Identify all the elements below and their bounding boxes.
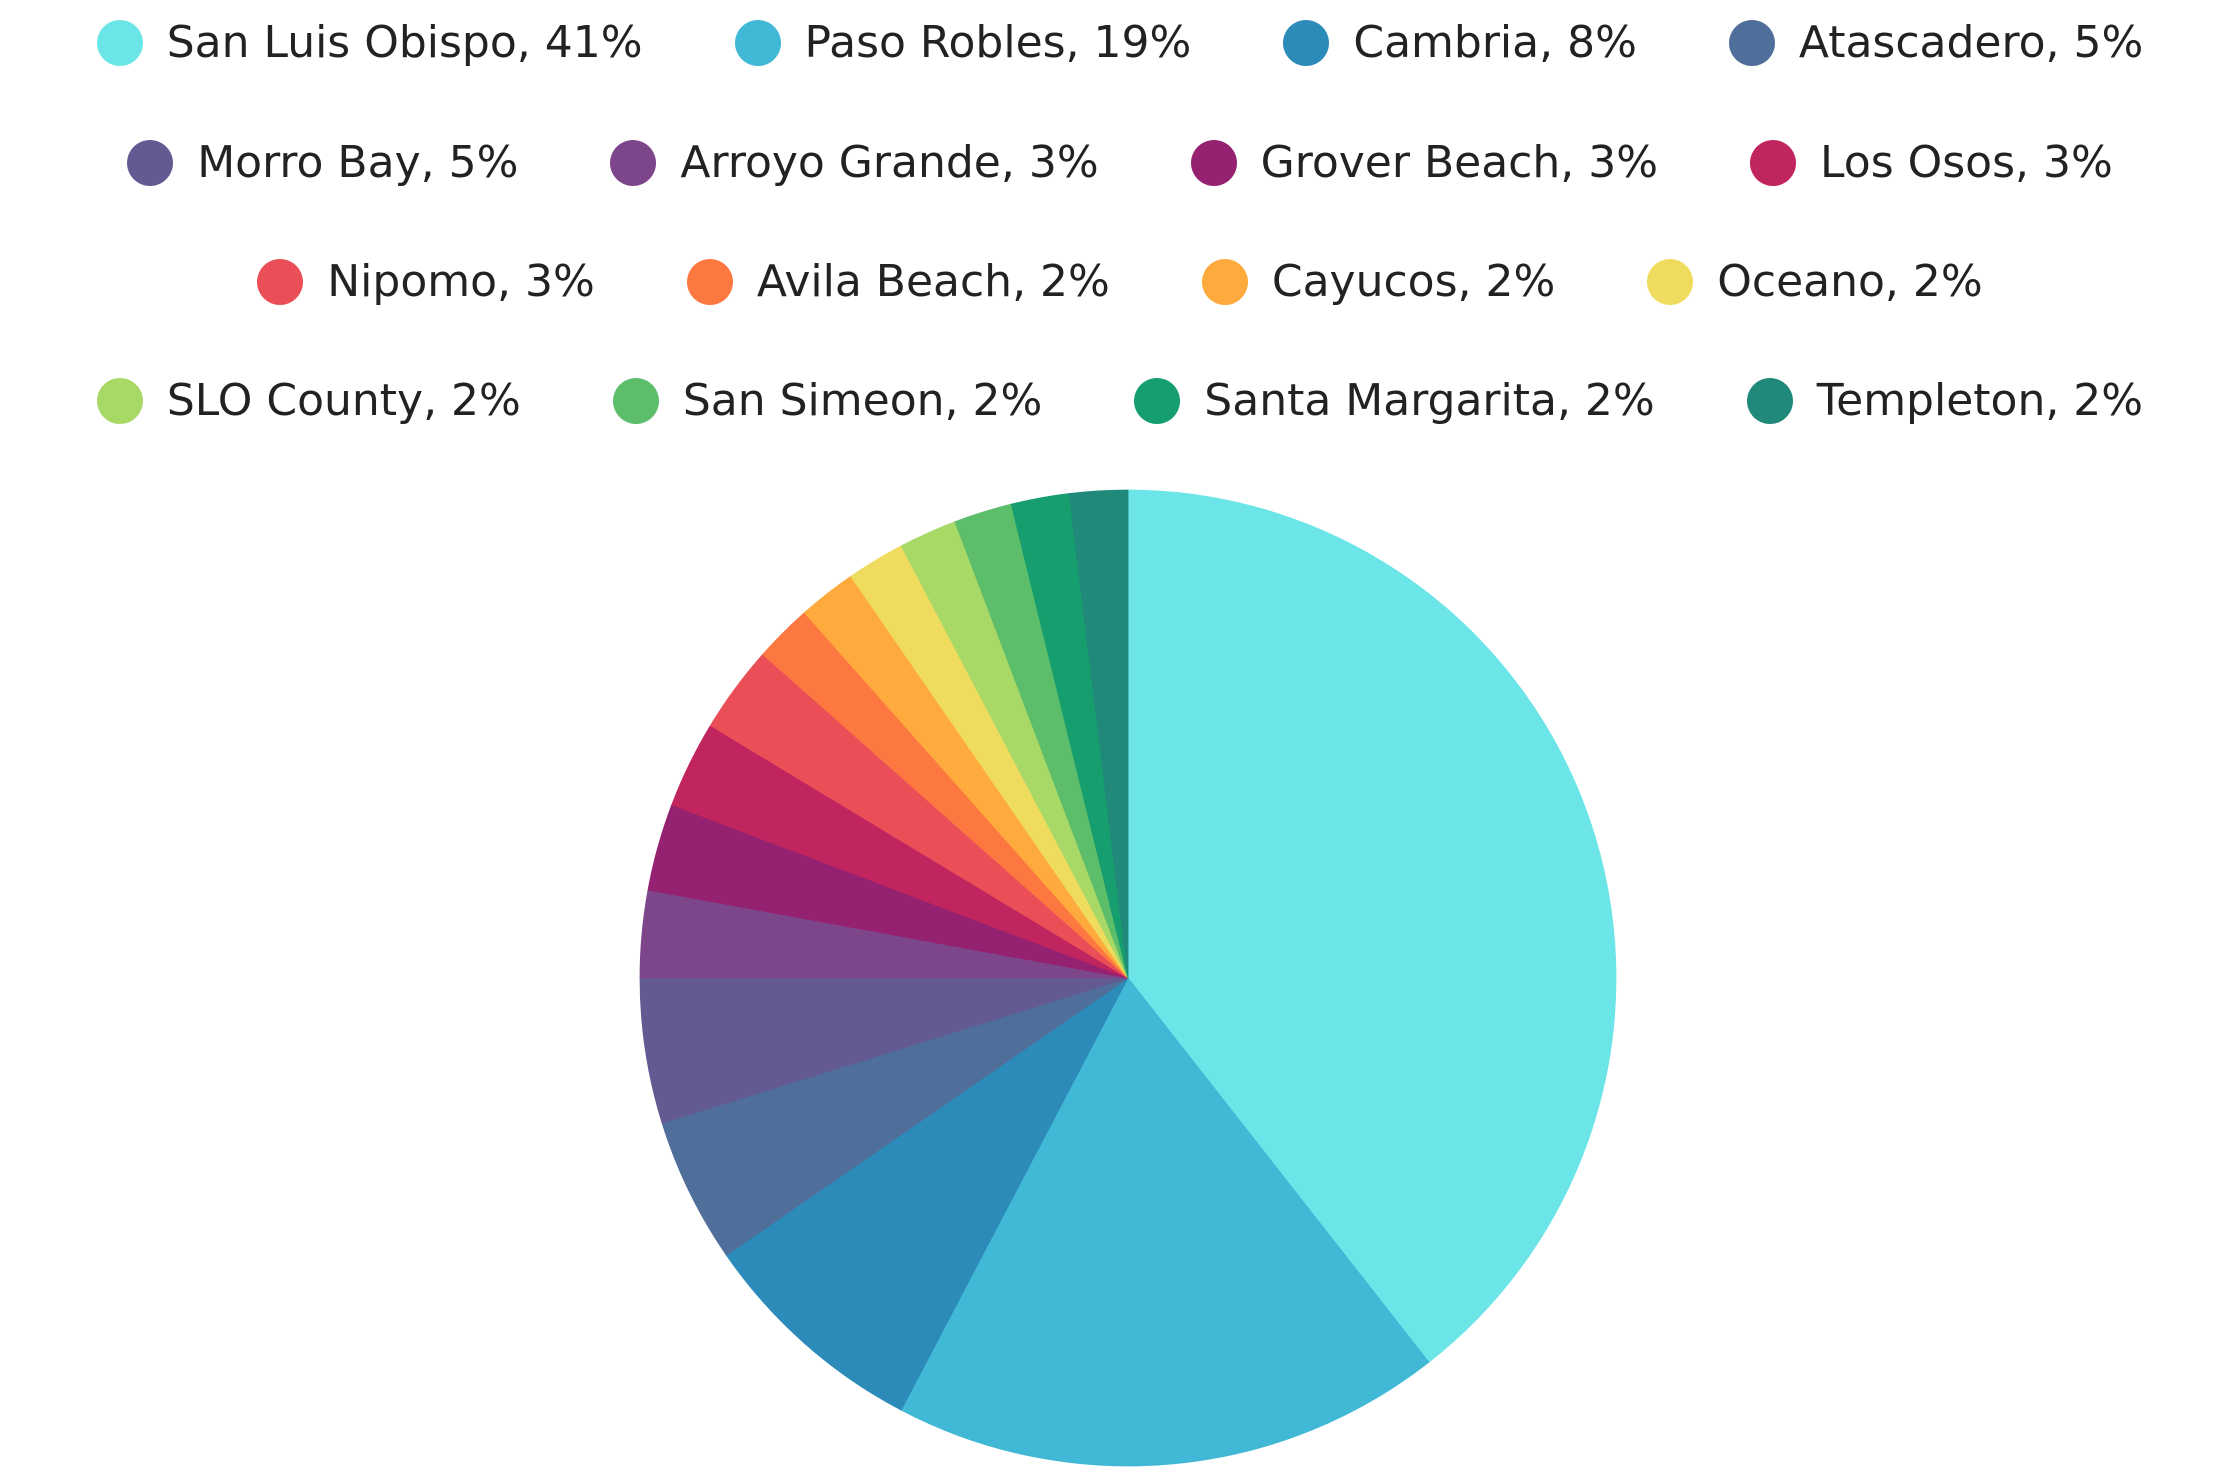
legend-row: Nipomo, 3% Avila Beach, 2% Cayucos, 2% Ocea… [0, 247, 2240, 317]
chart-legend: San Luis Obispo, 41% Paso Robles, 19% Camb… [0, 0, 2240, 460]
legend-swatch [127, 140, 174, 186]
legend-row: SLO County, 2% San Simeon, 2% Santa Margar… [0, 366, 2240, 436]
legend-item: San Luis Obispo, 41% [96, 17, 643, 68]
legend-swatch [1134, 378, 1181, 424]
legend-item: Paso Robles, 19% [734, 17, 1192, 68]
legend-item: Atascadero, 5% [1728, 17, 2144, 68]
legend-label: SLO County, 2% [166, 375, 521, 426]
pie-slice-templeton [1068, 489, 1129, 979]
legend-swatch [1201, 259, 1248, 305]
legend-label: Nipomo, 3% [327, 256, 595, 307]
legend-label: San Luis Obispo, 41% [166, 17, 643, 68]
legend-swatch [1728, 20, 1775, 66]
legend-swatch [257, 259, 304, 305]
pie-slice-atascadero [661, 977, 1129, 1256]
legend-label: Arroyo Grande, 3% [680, 137, 1099, 188]
pie-slice-morro-bay [639, 977, 1129, 1124]
legend-item: Oceano, 2% [1647, 256, 1983, 307]
legend-label: Avila Beach, 2% [756, 256, 1110, 307]
legend-item: Nipomo, 3% [257, 259, 595, 305]
legend-swatch [686, 259, 733, 305]
legend-label: San Simeon, 2% [682, 375, 1043, 426]
legend-swatch [612, 378, 659, 424]
legend-swatch [734, 20, 781, 66]
legend-label: Grover Beach, 3% [1260, 137, 1659, 188]
legend-row: Morro Bay, 5% Arroyo Grande, 3% Grover Bea… [0, 128, 2240, 198]
legend-item: Cayucos, 2% [1201, 256, 1556, 307]
legend-label: Oceano, 2% [1717, 256, 1983, 307]
legend-label: Los Osos, 3% [1820, 137, 2113, 188]
pie-slice-san-luis-obispo [1127, 489, 1617, 1363]
legend-item: Arroyo Grande, 3% [610, 137, 1099, 188]
legend-item: San Simeon, 2% [612, 375, 1043, 426]
legend-swatch [96, 20, 143, 66]
legend-swatch [1190, 140, 1237, 186]
legend-swatch [1647, 259, 1694, 305]
legend-label: Morro Bay, 5% [197, 137, 519, 188]
legend-label: Paso Robles, 19% [804, 17, 1192, 68]
legend-item: Los Osos, 3% [1750, 140, 2113, 186]
legend-label: Cayucos, 2% [1271, 256, 1556, 307]
pie-slice-paso-robles [900, 977, 1430, 1467]
legend-swatch [1283, 20, 1330, 66]
legend-item: Templeton, 2% [1746, 375, 2144, 426]
legend-swatch [610, 140, 657, 186]
legend-item: SLO County, 2% [96, 375, 521, 426]
legend-label: Cambria, 8% [1353, 17, 1637, 68]
legend-row: San Luis Obispo, 41% Paso Robles, 19% Camb… [0, 8, 2240, 78]
legend-item: Avila Beach, 2% [686, 256, 1110, 307]
pie-slice-cambria [725, 977, 1129, 1411]
legend-item: Santa Margarita, 2% [1134, 375, 1655, 426]
legend-swatch [1746, 378, 1793, 424]
legend-label: Atascadero, 5% [1798, 17, 2144, 68]
legend-item: Grover Beach, 3% [1190, 137, 1659, 188]
legend-item: Cambria, 8% [1283, 20, 1637, 66]
legend-swatch [96, 378, 143, 424]
legend-swatch [1750, 140, 1797, 186]
legend-item: Morro Bay, 5% [127, 140, 518, 186]
legend-label: Santa Margarita, 2% [1204, 375, 1655, 426]
legend-label: Templeton, 2% [1816, 375, 2144, 426]
